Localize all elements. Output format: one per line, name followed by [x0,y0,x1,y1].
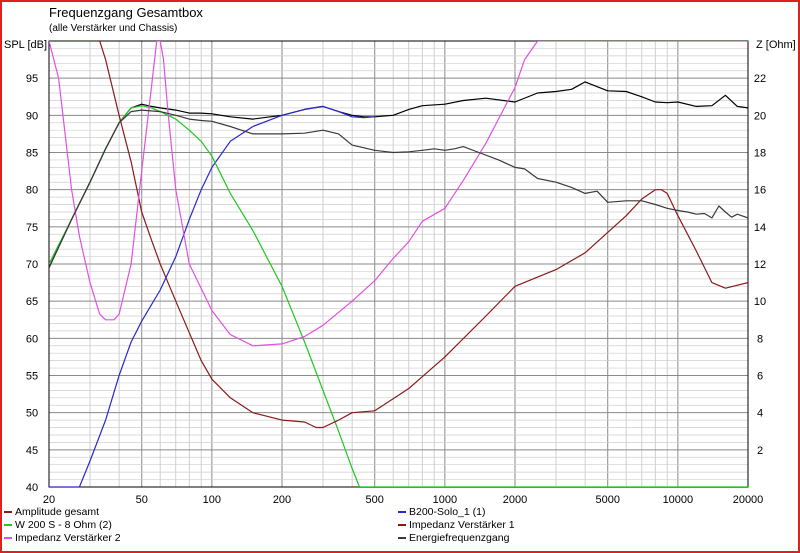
x-tick-label: 1000 [433,494,457,506]
y-axis-label-right: Z [Ohm] [756,39,796,51]
y-left-tick-label: 70 [26,259,38,271]
y-right-tick-label: 6 [757,371,763,383]
x-tick-label: 20 [43,494,55,506]
y-right-tick-label: 4 [757,408,763,420]
x-tick-label: 500 [366,494,384,506]
legend-item-impedanz-1: Impedanz Verstärker 1 [398,519,515,531]
series-line-amplitude-gesamt [49,81,748,268]
y-left-tick-label: 55 [26,371,38,383]
legend-label: B200-Solo_1 (1) [409,506,486,518]
legend-swatch [4,537,12,539]
y-right-tick-label: 14 [754,222,766,234]
series-line-energiefrequenzgang [49,109,748,268]
legend-item-b200: B200-Solo_1 (1) [398,506,485,518]
y-right-tick-label: 10 [754,296,766,308]
legend-item-energie: Energiefrequenzgang [398,532,509,544]
legend-item-impedanz-2: Impedanz Verstärker 2 [4,532,121,544]
y-right-tick-label: 20 [754,110,766,122]
legend-swatch [398,524,406,526]
y-left-tick-label: 80 [26,185,38,197]
legend-swatch [398,537,406,539]
x-tick-label: 2000 [503,494,527,506]
legend-swatch [4,511,12,513]
legend-item-w200s: W 200 S - 8 Ohm (2) [4,519,112,531]
y-left-tick-label: 85 [26,148,38,160]
chart-subtitle: (alle Verstärker und Chassis) [49,23,177,34]
legend-swatch [398,511,406,513]
y-left-tick-label: 75 [26,222,38,234]
y-left-tick-label: 65 [26,296,38,308]
legend-label: Amplitude gesamt [15,506,100,518]
y-right-tick-label: 12 [754,259,766,271]
y-left-tick-label: 90 [26,110,38,122]
y-right-tick-label: 2 [757,445,763,457]
series-line-b200-solo-1-1 [49,105,375,487]
legend-swatch [4,524,12,526]
x-tick-label: 10000 [663,494,694,506]
chart-title: Frequenzgang Gesamtbox [49,5,203,20]
y-left-tick-label: 40 [26,482,38,494]
tick-labels: 20 50 100 200 500 1000 2000 5000 10000 2000040455… [26,73,766,506]
grid [48,40,749,488]
y-left-tick-label: 60 [26,333,38,345]
y-left-tick-label: 45 [26,445,38,457]
series-line-w-200-s-8-ohm-2 [49,105,748,487]
x-tick-label: 100 [203,494,221,506]
x-tick-label: 50 [136,494,148,506]
y-right-tick-label: 16 [754,185,766,197]
y-right-tick-label: 22 [754,73,766,85]
series-group [49,41,748,487]
y-left-tick-label: 95 [26,73,38,85]
x-tick-label: 5000 [595,494,619,506]
y-right-tick-label: 18 [754,148,766,160]
legend-label: Impedanz Verstärker 2 [15,532,121,544]
legend-label: Impedanz Verstärker 1 [409,519,515,531]
series-line-impedanz-verst-rker-1 [49,41,748,429]
legend-item-amplitude: Amplitude gesamt [4,506,99,518]
legend-label: Energiefrequenzgang [409,532,510,544]
x-tick-label: 20000 [733,494,764,506]
y-left-tick-label: 50 [26,408,38,420]
y-right-tick-label: 8 [757,333,763,345]
series-line-impedanz-verst-rker-2 [49,41,748,347]
legend-label: W 200 S - 8 Ohm (2) [15,519,112,531]
legend: Amplitude gesamt W 200 S - 8 Ohm (2) Imp… [0,506,800,550]
x-tick-label: 200 [273,494,291,506]
y-axis-label-left: SPL [dB] [4,39,47,51]
